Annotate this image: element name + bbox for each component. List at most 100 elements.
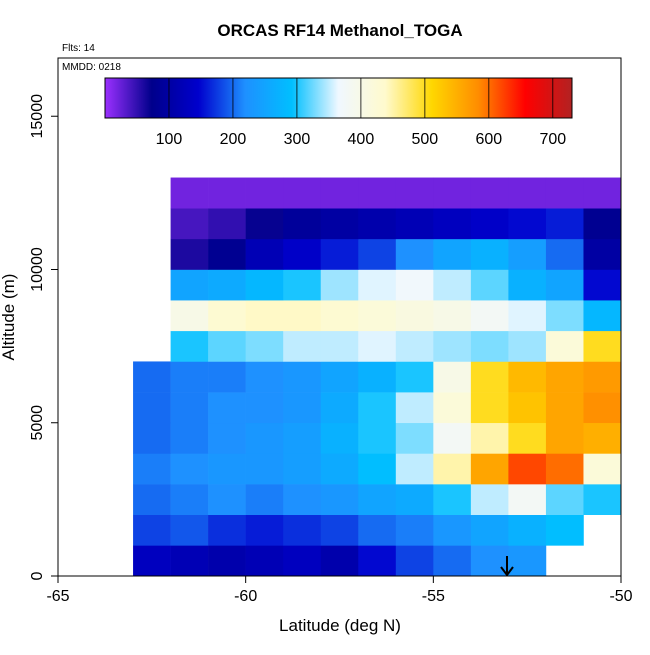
heat-cell	[170, 238, 209, 270]
heat-cell	[470, 208, 509, 240]
heat-cell	[508, 361, 547, 393]
heat-cell	[208, 484, 246, 515]
heat-cell	[433, 484, 472, 515]
heat-cell	[358, 300, 397, 332]
heat-cell	[583, 300, 622, 332]
heat-cell	[170, 330, 209, 362]
heat-cell	[170, 208, 209, 240]
heat-cell	[545, 300, 584, 332]
heat-cell	[583, 361, 622, 393]
heat-cell	[283, 330, 322, 362]
heat-cell	[470, 392, 509, 424]
heat-cell	[433, 208, 472, 240]
heat-cell	[245, 330, 284, 362]
x-tick-label: -65	[46, 588, 69, 605]
heat-cell	[583, 208, 622, 240]
heat-cell	[395, 514, 434, 546]
heat-cell	[245, 453, 284, 485]
heat-cell	[395, 545, 434, 577]
heat-cell	[358, 514, 397, 546]
heat-cell	[470, 545, 509, 577]
heat-cell	[395, 484, 434, 515]
heat-cell	[320, 422, 359, 454]
heat-cell	[283, 422, 322, 454]
heat-cell	[133, 484, 171, 515]
heat-cell	[320, 453, 359, 485]
colorbar-tick-label: 200	[220, 131, 247, 148]
heat-cell	[433, 361, 472, 393]
heat-cell	[470, 453, 509, 485]
annotation: MMDD: 0218	[62, 62, 121, 73]
heat-cell	[508, 514, 547, 546]
heat-cell	[470, 422, 509, 454]
heat-cell	[395, 453, 434, 485]
heat-cell	[283, 300, 322, 332]
heat-cell	[208, 545, 246, 577]
y-tick-label: 10000	[29, 247, 46, 292]
heat-cell	[208, 514, 246, 546]
heat-cell	[358, 422, 397, 454]
heat-cell	[508, 330, 547, 362]
colorbar-tick-label: 300	[284, 131, 311, 148]
heat-cell	[133, 361, 171, 393]
heat-cell	[433, 422, 472, 454]
heat-cell	[433, 300, 472, 332]
heat-cell	[245, 269, 284, 301]
heat-cell	[245, 422, 284, 454]
heat-cell	[170, 545, 209, 577]
heat-cell	[283, 361, 322, 393]
heat-cell	[208, 330, 246, 362]
heat-cell	[508, 422, 547, 454]
heat-cell	[245, 484, 284, 515]
heat-cell	[358, 453, 397, 485]
heat-cell	[433, 453, 472, 485]
colorbar-tick-label: 500	[412, 131, 439, 148]
heat-cell	[395, 177, 434, 209]
heat-cell	[470, 484, 509, 515]
heat-cell	[583, 422, 622, 454]
heat-cell	[170, 422, 209, 454]
heat-cell	[170, 392, 209, 424]
heat-cell	[170, 484, 209, 515]
heat-cell	[245, 545, 284, 577]
heat-cell	[470, 300, 509, 332]
heat-cell	[395, 361, 434, 393]
heat-cell	[358, 269, 397, 301]
heat-cell	[358, 208, 397, 240]
y-tick-label: 0	[29, 571, 46, 580]
heat-cell	[433, 177, 472, 209]
heat-cell	[395, 300, 434, 332]
heat-cell	[545, 514, 584, 546]
heat-cell	[395, 208, 434, 240]
heat-cell	[470, 361, 509, 393]
heat-cell	[283, 453, 322, 485]
heat-cell	[433, 269, 472, 301]
heat-cell	[283, 392, 322, 424]
heat-cell	[470, 177, 509, 209]
heat-cell	[583, 453, 622, 485]
heat-cell	[208, 238, 246, 270]
heat-cell	[245, 514, 284, 546]
y-axis-label: Altitude (m)	[0, 274, 18, 361]
heat-cell	[245, 361, 284, 393]
heat-cell	[320, 484, 359, 515]
heat-cell	[508, 484, 547, 515]
heat-cell	[170, 177, 209, 209]
heat-cell	[508, 300, 547, 332]
heat-cell	[208, 177, 246, 209]
colorbar-tick-label: 600	[475, 131, 502, 148]
heatmap	[133, 177, 622, 577]
heat-cell	[283, 208, 322, 240]
heat-cell	[508, 392, 547, 424]
heat-cell	[320, 177, 359, 209]
heat-cell	[283, 484, 322, 515]
heat-cell	[320, 208, 359, 240]
heat-cell	[245, 392, 284, 424]
heat-cell	[208, 269, 246, 301]
heat-cell	[545, 453, 584, 485]
heat-cell	[470, 269, 509, 301]
heat-cell	[133, 392, 171, 424]
heat-cell	[283, 545, 322, 577]
heat-cell	[133, 453, 171, 485]
heat-cell	[208, 392, 246, 424]
